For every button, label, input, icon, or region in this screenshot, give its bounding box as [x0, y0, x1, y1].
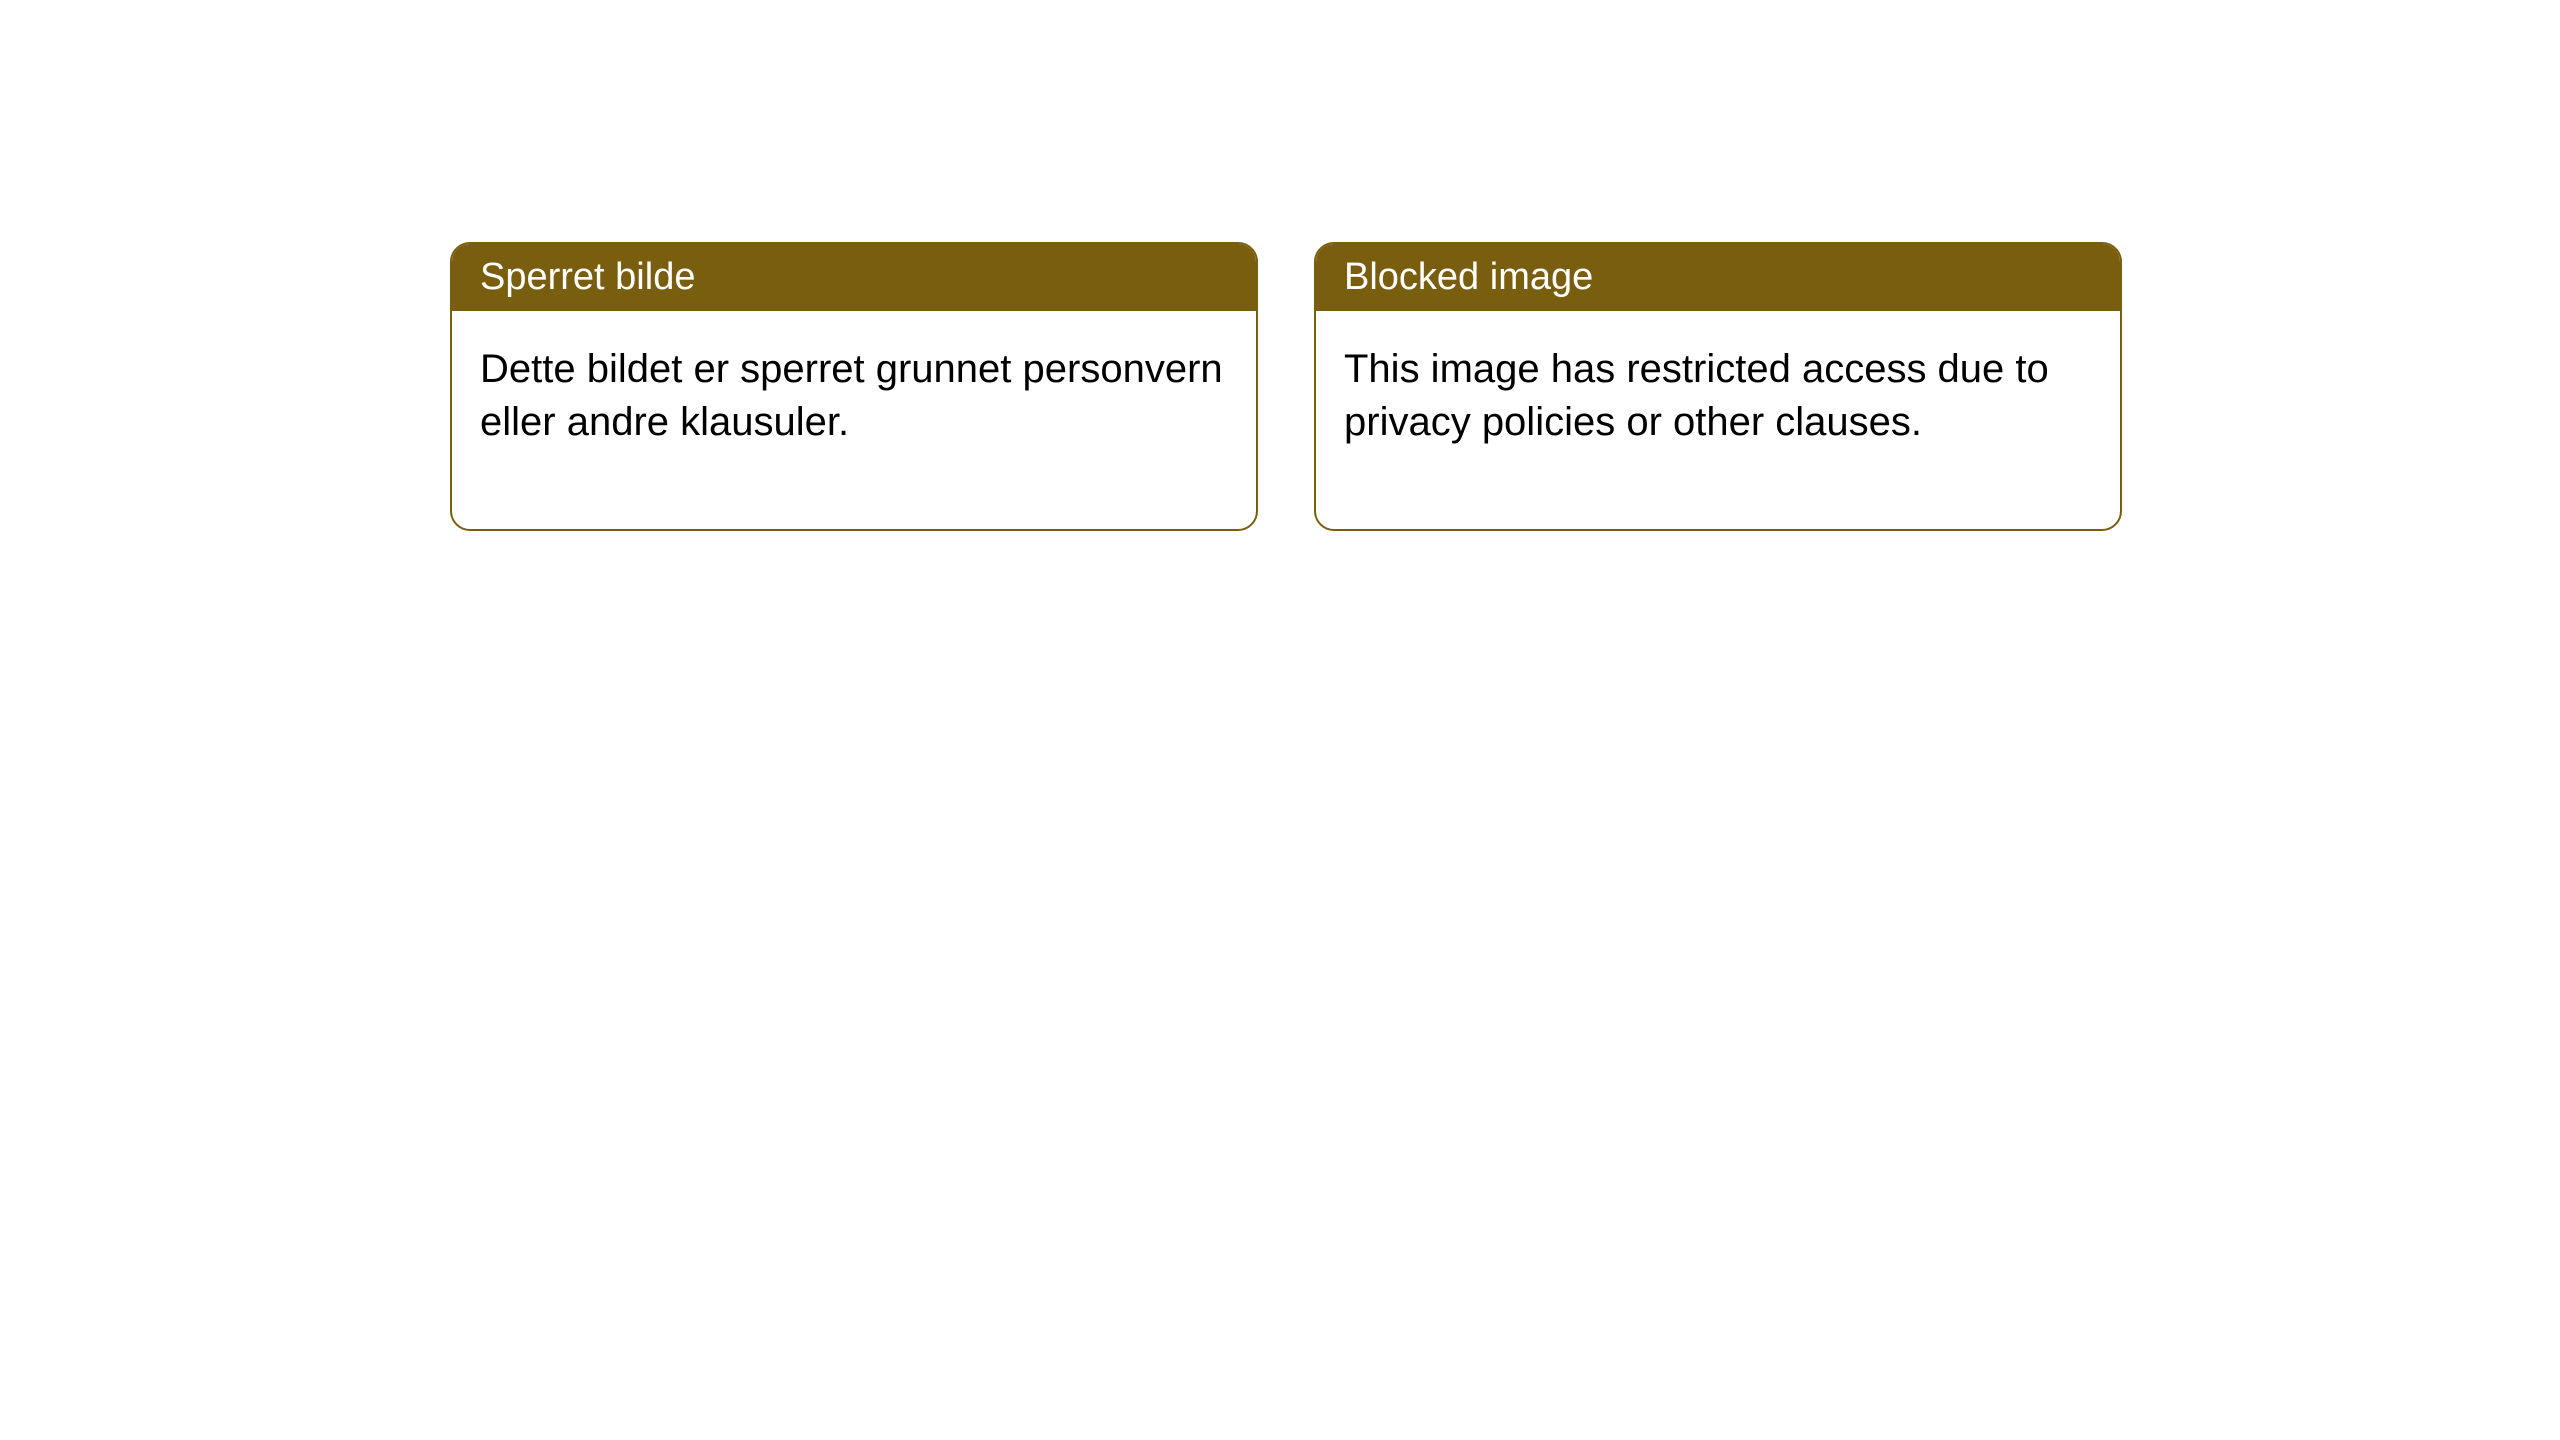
notice-title-english: Blocked image	[1344, 256, 1593, 298]
notice-body-norwegian: Dette bildet er sperret grunnet personve…	[452, 311, 1256, 529]
notice-card-norwegian: Sperret bilde Dette bildet er sperret gr…	[450, 242, 1258, 531]
notice-text-norwegian: Dette bildet er sperret grunnet personve…	[480, 347, 1223, 444]
notice-title-norwegian: Sperret bilde	[480, 256, 695, 298]
notice-text-english: This image has restricted access due to …	[1344, 347, 2049, 444]
notice-body-english: This image has restricted access due to …	[1316, 311, 2120, 529]
notice-header-norwegian: Sperret bilde	[452, 244, 1256, 311]
notice-card-english: Blocked image This image has restricted …	[1314, 242, 2122, 531]
notice-container: Sperret bilde Dette bildet er sperret gr…	[450, 242, 2122, 531]
notice-header-english: Blocked image	[1316, 244, 2120, 311]
